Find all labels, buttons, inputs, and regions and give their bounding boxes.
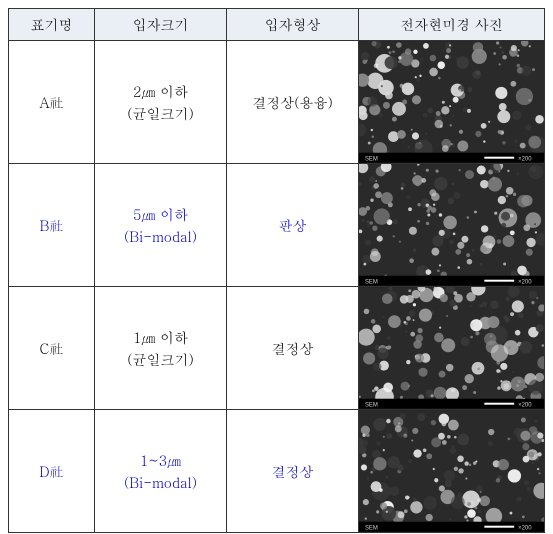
table-row: C社1㎛ 이하(균일크기)결정상 SEM ×200 — [9, 287, 545, 410]
table-row: A社2㎛ 이하(균일크기)결정상(용융) SEM ×200 — [9, 41, 545, 164]
svg-text:×200: ×200 — [518, 403, 532, 409]
svg-text:SEM: SEM — [365, 157, 378, 163]
materials-table: 표기명 입자크기 입자형상 전자현미경 사진 A社2㎛ 이하(균일크기)결정상(… — [8, 8, 545, 533]
cell-size: 5㎛ 이하(Bi-modal) — [95, 164, 227, 287]
table-header-row: 표기명 입자크기 입자형상 전자현미경 사진 — [9, 9, 545, 41]
header-shape: 입자형상 — [227, 9, 359, 41]
table-row: D社1~3㎛(Bi-modal)결정상 SEM ×200 — [9, 410, 545, 533]
cell-sem-image: SEM ×200 — [359, 287, 545, 410]
cell-label: C社 — [9, 287, 95, 410]
cell-shape: 결정상 — [227, 287, 359, 410]
cell-shape: 결정상 — [227, 410, 359, 533]
svg-text:×200: ×200 — [518, 280, 532, 286]
header-size: 입자크기 — [95, 9, 227, 41]
svg-text:×200: ×200 — [518, 526, 532, 532]
header-label: 표기명 — [9, 9, 95, 41]
cell-size: 1~3㎛(Bi-modal) — [95, 410, 227, 533]
cell-sem-image: SEM ×200 — [359, 41, 545, 164]
cell-label: B社 — [9, 164, 95, 287]
cell-label: A社 — [9, 41, 95, 164]
svg-text:SEM: SEM — [365, 280, 378, 286]
table-row: B社5㎛ 이하(Bi-modal)판상 SEM ×200 — [9, 164, 545, 287]
cell-sem-image: SEM ×200 — [359, 410, 545, 533]
cell-label: D社 — [9, 410, 95, 533]
svg-text:SEM: SEM — [365, 526, 378, 532]
cell-sem-image: SEM ×200 — [359, 164, 545, 287]
svg-text:SEM: SEM — [365, 403, 378, 409]
cell-shape: 판상 — [227, 164, 359, 287]
cell-size: 2㎛ 이하(균일크기) — [95, 41, 227, 164]
cell-size: 1㎛ 이하(균일크기) — [95, 287, 227, 410]
svg-text:×200: ×200 — [518, 157, 532, 163]
header-image: 전자현미경 사진 — [359, 9, 545, 41]
cell-shape: 결정상(용융) — [227, 41, 359, 164]
